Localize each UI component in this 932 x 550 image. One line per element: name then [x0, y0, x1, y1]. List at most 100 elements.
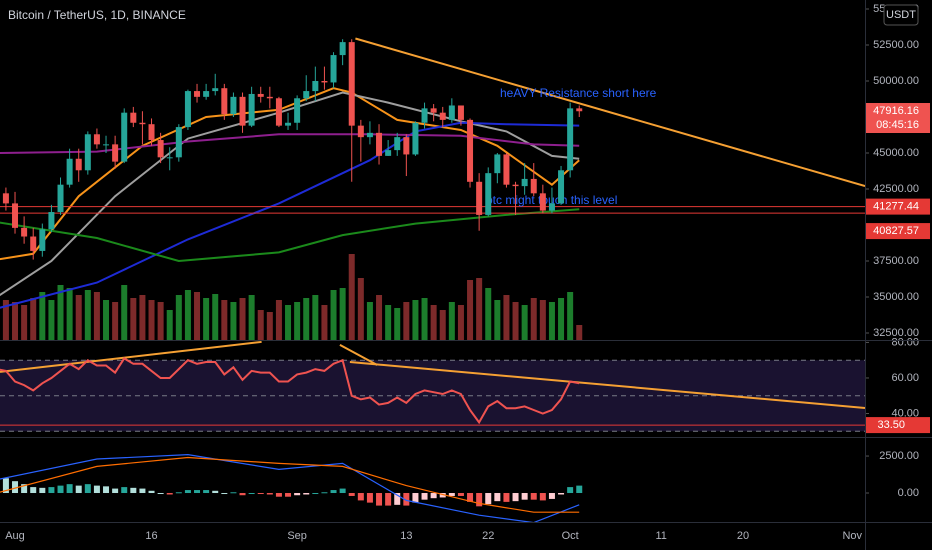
- volume-bar: [30, 298, 37, 340]
- rsi-line: [0, 357, 580, 425]
- candle-body: [485, 173, 492, 215]
- volume-bar: [21, 305, 28, 340]
- volume-bar: [321, 305, 328, 340]
- x-tick-label: Sep: [287, 530, 307, 542]
- macd-bar: [112, 488, 119, 494]
- candle-body: [330, 55, 337, 83]
- candle-body: [184, 91, 191, 128]
- macd-bar: [75, 485, 82, 494]
- macd-bar: [12, 481, 19, 494]
- y-tick-label: 45000.00: [873, 147, 919, 159]
- volume-bar: [339, 288, 346, 340]
- candle-body: [512, 184, 519, 187]
- macd-pane: [0, 453, 583, 522]
- volume-bar: [576, 325, 583, 340]
- candle-body: [157, 140, 164, 158]
- macd-bar: [21, 484, 28, 494]
- volume-bar: [75, 295, 82, 340]
- moving-average: [0, 91, 580, 297]
- candle-body: [57, 184, 64, 213]
- macd-bar: [576, 485, 583, 494]
- macd-bar: [121, 487, 128, 494]
- candle-body: [2, 193, 9, 204]
- macd-bar: [348, 493, 355, 496]
- volume-bar: [558, 298, 565, 340]
- macd-bar: [248, 493, 255, 495]
- y-tick-label: 32500.00: [873, 327, 919, 339]
- candle-body: [321, 81, 328, 83]
- volume-bar: [485, 288, 492, 340]
- candle-body: [48, 212, 55, 230]
- macd-bar: [567, 487, 574, 494]
- volume-bar: [257, 310, 264, 340]
- volume-bar: [439, 310, 446, 340]
- candle-body: [30, 236, 37, 251]
- macd-bar: [257, 493, 264, 495]
- macd-bar: [66, 484, 73, 494]
- macd-bar: [439, 493, 446, 498]
- candle-body: [312, 81, 319, 92]
- macd-bar: [312, 493, 319, 495]
- y-tick-label: 35000.00: [873, 291, 919, 303]
- candle-body: [139, 122, 146, 125]
- macd-bar: [157, 493, 164, 495]
- macd-bar: [130, 487, 137, 494]
- candle-body: [66, 158, 73, 185]
- price-tag: [866, 198, 930, 215]
- macd-bar: [558, 493, 565, 495]
- macd-bar: [330, 490, 337, 494]
- macd-bar: [448, 493, 455, 496]
- candle-body: [194, 91, 201, 97]
- macd-bar: [57, 485, 64, 494]
- volume-bar: [48, 300, 55, 340]
- candle-body: [521, 178, 528, 187]
- macd-bar: [139, 488, 146, 494]
- x-tick-label: 13: [400, 530, 412, 542]
- volume-bar: [121, 285, 128, 340]
- rsi-pane: [0, 341, 865, 432]
- rsi-tag-label: 33.50: [877, 419, 905, 431]
- candle-body: [303, 91, 310, 99]
- x-tick-label: 22: [482, 530, 494, 542]
- last-price-label: 47916.16: [873, 105, 919, 117]
- macd-bar: [239, 493, 246, 496]
- macd-bar: [394, 493, 401, 505]
- volume-bar: [521, 305, 528, 340]
- candle-body: [257, 93, 264, 97]
- volume-bar: [248, 295, 255, 340]
- macd-bar: [303, 493, 310, 495]
- x-tick-label: Oct: [562, 530, 579, 542]
- candle-body: [376, 132, 383, 156]
- moving-average: [0, 133, 580, 154]
- macd-bar: [212, 490, 219, 494]
- volume-bar: [403, 302, 410, 340]
- macd-bar: [30, 487, 37, 494]
- volume-bar: [448, 302, 455, 340]
- candle-body: [394, 137, 401, 151]
- y-tick-label: 80.00: [891, 336, 919, 348]
- volume-bar: [430, 305, 437, 340]
- volume-bar: [366, 302, 373, 340]
- volume-bar: [130, 298, 137, 340]
- candle-body: [239, 96, 246, 126]
- macd-bar: [194, 490, 201, 494]
- candle-body: [175, 127, 182, 158]
- volume-bar: [230, 302, 237, 340]
- last-price-tag: [866, 103, 930, 134]
- macd-bar: [376, 493, 383, 506]
- volume-bar: [494, 300, 501, 340]
- macd-bar: [430, 493, 437, 499]
- currency-badge[interactable]: [883, 4, 919, 26]
- candle-body: [448, 105, 455, 120]
- volume-bar: [39, 292, 46, 340]
- candle-body: [103, 144, 110, 146]
- macd-bar: [275, 493, 282, 497]
- macd-bar: [84, 484, 91, 494]
- volume-bar: [394, 308, 401, 340]
- volume-bar: [12, 302, 19, 340]
- candle-body: [275, 98, 282, 126]
- volume-bar: [330, 290, 337, 340]
- volume-bar: [476, 278, 483, 340]
- candle-body: [385, 150, 392, 156]
- candle-body: [467, 119, 474, 182]
